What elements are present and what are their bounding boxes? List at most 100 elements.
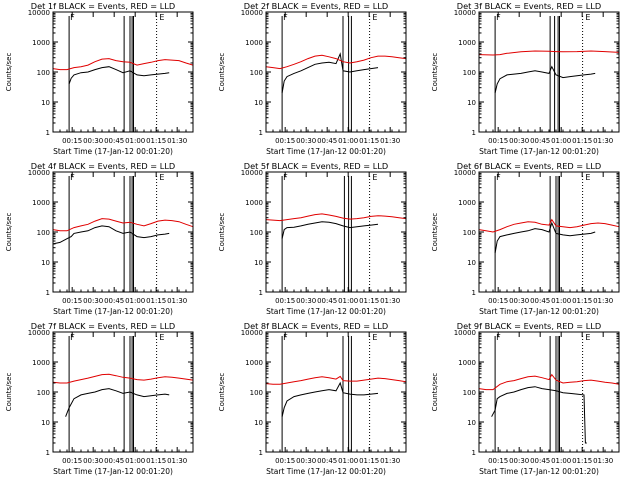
chart-title: Det 2f BLACK = Events, RED = LLD — [244, 1, 388, 11]
x-tick-label: 00:45 — [530, 297, 550, 305]
x-axis-label: Start Time (17-Jan-12 00:01:20) — [53, 307, 173, 316]
x-tick-label: 00:15 — [62, 297, 82, 305]
chart-panel-8: Det 8f BLACK = Events, RED = LLD Counts/s… — [218, 321, 407, 476]
x-axis-label: Start Time (17-Jan-12 00:01:20) — [479, 147, 599, 156]
x-tick-label: 00:30 — [83, 297, 103, 305]
series-line-lld — [52, 58, 194, 71]
series-line-events — [52, 225, 170, 245]
y-tick-label: 1000 — [32, 199, 50, 207]
y-axis-label: Counts/sec — [431, 213, 439, 252]
x-tick-label: 01:00 — [551, 457, 571, 465]
y-tick-label: 10 — [254, 419, 263, 427]
y-tick-label: 1 — [472, 449, 476, 457]
event-marker-label: E — [585, 13, 590, 22]
plot-frame — [478, 11, 620, 133]
x-tick-label: 00:45 — [104, 137, 124, 145]
chart-panel-1: Det 1f BLACK = Events, RED = LLD Counts/s… — [5, 1, 194, 156]
x-tick-label: 00:30 — [509, 297, 529, 305]
chart-panel-4: Det 4f BLACK = Events, RED = LLD Counts/s… — [5, 161, 194, 316]
x-tick-label: 00:45 — [317, 457, 337, 465]
y-tick-label: 10000 — [241, 169, 263, 177]
x-tick-label: 01:15 — [572, 137, 592, 145]
y-tick-label: 1000 — [245, 39, 263, 47]
y-tick-label: 100 — [463, 389, 476, 397]
event-marker-label: F — [70, 333, 75, 342]
series-line-lld — [265, 375, 407, 385]
x-tick-label: 00:45 — [317, 137, 337, 145]
y-tick-label: 100 — [250, 69, 263, 77]
event-marker-label: F — [70, 173, 75, 182]
chart-panel-5: Det 5f BLACK = Events, RED = LLD Counts/s… — [218, 161, 407, 316]
series-line-events — [494, 65, 596, 94]
event-marker-label: F — [496, 333, 501, 342]
y-tick-label: 1 — [46, 289, 50, 297]
chart-title: Det 9f BLACK = Events, RED = LLD — [457, 321, 601, 331]
event-marker-label: E — [372, 333, 377, 342]
chart-title: Det 6f BLACK = Events, RED = LLD — [457, 161, 601, 171]
event-marker-label: E — [159, 173, 164, 182]
event-marker-label: F — [496, 13, 501, 22]
y-tick-label: 1 — [259, 129, 263, 137]
x-tick-label: 01:15 — [359, 297, 379, 305]
x-tick-label: 01:15 — [359, 137, 379, 145]
series-line-events — [65, 388, 170, 417]
y-tick-label: 10000 — [454, 329, 476, 337]
x-tick-label: 00:15 — [275, 297, 295, 305]
y-axis-label: Counts/sec — [5, 53, 13, 92]
x-tick-label: 00:45 — [104, 457, 124, 465]
x-tick-label: 01:30 — [380, 457, 400, 465]
series-line-lld — [478, 50, 620, 56]
x-tick-label: 00:30 — [509, 457, 529, 465]
series-line-lld — [52, 218, 194, 232]
chart-panel-7: Det 7f BLACK = Events, RED = LLD Counts/s… — [5, 321, 194, 476]
series-line-lld — [265, 213, 407, 222]
y-tick-label: 100 — [37, 69, 50, 77]
series-line-events — [281, 52, 379, 94]
x-tick-label: 00:30 — [83, 137, 103, 145]
y-tick-label: 1000 — [458, 199, 476, 207]
chart-panel-2: Det 2f BLACK = Events, RED = LLD Counts/s… — [218, 1, 407, 156]
x-axis-label: Start Time (17-Jan-12 00:01:20) — [53, 147, 173, 156]
x-tick-label: 00:15 — [62, 137, 82, 145]
y-tick-label: 10000 — [241, 9, 263, 17]
plot-frame — [265, 11, 407, 133]
x-tick-label: 00:15 — [275, 457, 295, 465]
x-axis-label: Start Time (17-Jan-12 00:01:20) — [266, 467, 386, 476]
x-tick-label: 00:15 — [488, 457, 508, 465]
y-tick-label: 10 — [254, 99, 263, 107]
y-axis-label: Counts/sec — [431, 53, 439, 92]
x-axis-label: Start Time (17-Jan-12 00:01:20) — [479, 307, 599, 316]
y-tick-label: 1000 — [458, 359, 476, 367]
series-line-lld — [265, 54, 407, 70]
plot-frame — [265, 331, 407, 453]
x-tick-label: 00:45 — [530, 457, 550, 465]
chart-panel-9: Det 9f BLACK = Events, RED = LLD Counts/s… — [431, 321, 620, 476]
y-tick-label: 1 — [472, 289, 476, 297]
event-marker-label: E — [159, 333, 164, 342]
event-marker-label: F — [283, 13, 288, 22]
y-tick-label: 1 — [259, 449, 263, 457]
x-tick-label: 00:15 — [62, 457, 82, 465]
plot-frame — [265, 171, 407, 293]
x-tick-label: 00:30 — [296, 297, 316, 305]
series-line-events — [494, 221, 596, 254]
x-tick-label: 00:30 — [296, 137, 316, 145]
y-tick-label: 10 — [254, 259, 263, 267]
series-line-lld — [478, 373, 620, 391]
y-tick-label: 10000 — [28, 9, 50, 17]
event-marker-label: E — [585, 333, 590, 342]
event-marker-label: E — [372, 173, 377, 182]
chart-panel-6: Det 6f BLACK = Events, RED = LLD Counts/s… — [431, 161, 620, 316]
chart-panel-3: Det 3f BLACK = Events, RED = LLD Counts/s… — [431, 1, 620, 156]
x-tick-label: 01:00 — [338, 457, 358, 465]
x-tick-label: 01:00 — [551, 297, 571, 305]
x-tick-label: 01:00 — [338, 297, 358, 305]
x-tick-label: 00:15 — [488, 137, 508, 145]
y-tick-label: 1000 — [245, 199, 263, 207]
y-tick-label: 1000 — [458, 39, 476, 47]
series-line-events — [491, 386, 587, 444]
y-tick-label: 100 — [463, 229, 476, 237]
event-marker-label: F — [70, 13, 75, 22]
x-tick-label: 01:30 — [380, 297, 400, 305]
chart-title: Det 5f BLACK = Events, RED = LLD — [244, 161, 388, 171]
